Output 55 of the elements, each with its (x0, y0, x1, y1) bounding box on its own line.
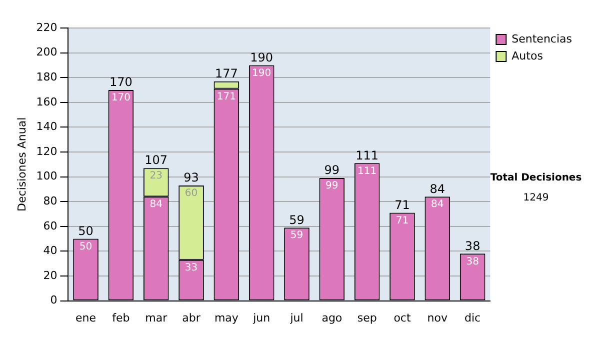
y-tick-label: 80 (43, 194, 58, 208)
x-tick-label: nov (427, 311, 448, 324)
x-tick-label: feb (112, 311, 130, 324)
total-label: 107 (144, 153, 168, 168)
y-tick-label: 200 (36, 46, 58, 59)
y-tick-label: 40 (43, 244, 58, 258)
text: 1249 (523, 192, 549, 204)
y-tick-label: 20 (43, 268, 58, 282)
x-tick-label: jun (252, 311, 270, 324)
text: Total Decisiones (490, 172, 582, 184)
y-tick-label: 220 (36, 20, 58, 34)
y-tick-label: 160 (36, 95, 58, 108)
total-label: 170 (109, 75, 132, 90)
y-tick-label: 100 (36, 170, 58, 183)
data-label: 60 (184, 188, 198, 200)
data-label: 84 (431, 199, 444, 210)
x-tick-label: ene (76, 311, 96, 324)
x-tick-label: may (214, 311, 239, 324)
y-axis-title: Decisiones Anual (15, 117, 28, 212)
data-label: 170 (111, 92, 130, 104)
data-label: 99 (326, 180, 338, 192)
legend-label: Autos (512, 49, 544, 62)
total-label: 111 (356, 148, 379, 162)
data-label: 59 (290, 230, 304, 242)
data-label: 71 (396, 215, 409, 226)
y-tick-label: 120 (36, 144, 58, 158)
y-tick-label: 180 (36, 70, 58, 84)
x-tick-label: sep (357, 311, 377, 324)
x-tick-label: jul (289, 311, 304, 324)
x-tick-label: dic (464, 311, 481, 324)
total-label: 177 (214, 66, 238, 80)
y-tick-label: 0 (50, 294, 58, 307)
x-tick-label: ago (322, 311, 342, 324)
legend-label: Sentencias (512, 32, 572, 46)
total-label: 50 (78, 224, 94, 238)
y-tick-label: 60 (43, 219, 58, 232)
data-label: 50 (79, 241, 92, 252)
x-tick-label: abr (182, 311, 201, 324)
data-label: 190 (252, 68, 272, 79)
data-label: 111 (358, 166, 377, 177)
x-tick-label: oct (394, 311, 412, 324)
data-label: 33 (184, 262, 198, 274)
total-label: 38 (464, 238, 480, 253)
total-label: 99 (324, 163, 340, 178)
data-label: 171 (216, 91, 236, 102)
data-label: 23 (150, 170, 162, 182)
total-label: 190 (250, 50, 274, 64)
y-tick-label: 140 (36, 120, 58, 134)
total-label: 93 (184, 170, 199, 185)
total-label: 71 (394, 198, 410, 212)
data-label: 38 (466, 256, 479, 268)
total-label: 59 (289, 212, 304, 227)
x-tick-label: mar (145, 311, 168, 324)
total-label: 84 (430, 182, 446, 196)
data-label: 84 (150, 199, 162, 210)
